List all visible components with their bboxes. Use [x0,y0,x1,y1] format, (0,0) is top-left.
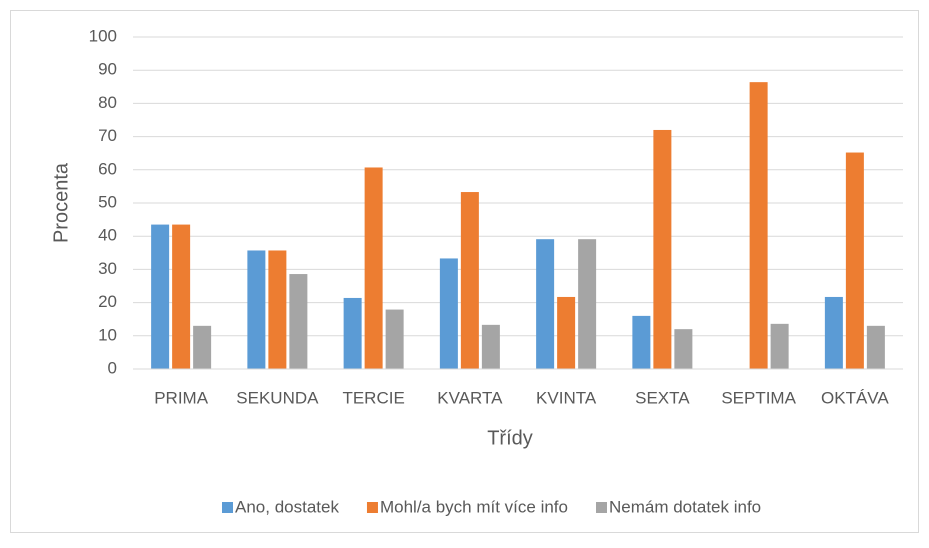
y-tick-label: 60 [98,159,117,178]
y-tick-label: 40 [98,226,117,245]
bar [439,258,458,369]
bar [578,239,597,369]
bar [151,224,170,369]
legend-swatch [366,502,378,513]
y-tick-label: 90 [98,60,117,79]
bar [845,152,864,369]
x-tick-label: KVARTA [437,388,503,407]
legend-label: Nemám dotatek info [609,497,761,516]
y-tick-label: 80 [98,93,117,112]
y-tick-label: 20 [98,292,117,311]
bar [172,224,191,369]
legend-label: Ano, dostatek [235,497,339,516]
x-tick-label: SEXTA [635,388,690,407]
bar [460,192,479,369]
y-tick-label: 10 [98,325,117,344]
bar [289,274,308,369]
bar [536,239,555,369]
bar [749,82,768,369]
y-tick-label: 100 [89,26,117,45]
x-tick-label: SEPTIMA [721,388,796,407]
bar [632,315,651,369]
x-tick-label: TERCIE [342,388,404,407]
bar [268,250,287,369]
bar [770,323,789,369]
bar [343,297,362,369]
x-tick-label: SEKUNDA [236,388,319,407]
legend-swatch [222,502,233,513]
bar [247,250,266,369]
x-tick-label: PRIMA [154,388,209,407]
bar [481,324,500,369]
x-axis-title: Třídy [487,427,533,449]
y-tick-label: 30 [98,259,117,278]
y-tick-label: 70 [98,126,117,145]
bar [866,325,885,369]
bar [653,129,672,369]
bar [193,325,212,369]
bar [385,309,404,369]
legend-swatch [596,502,607,513]
bar [824,296,843,369]
y-axis-title: Procenta [50,162,72,243]
bar [364,167,383,369]
bar [557,296,576,369]
x-tick-label: OKTÁVA [821,388,889,407]
x-tick-label: KVINTA [536,388,597,407]
bar [674,329,693,369]
legend-label: Mohl/a bych mít více info [380,497,568,516]
y-tick-label: 0 [108,358,117,377]
y-tick-label: 50 [98,192,117,211]
